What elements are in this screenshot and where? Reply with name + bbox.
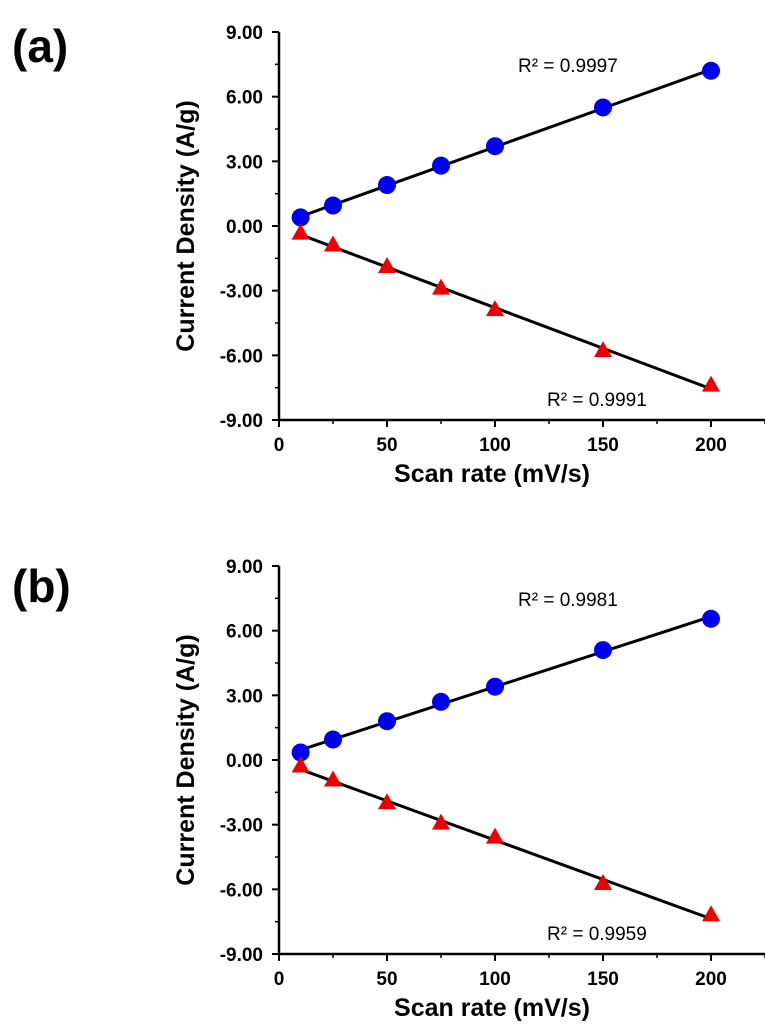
x-tick-label: 50 [376, 969, 397, 990]
y-tick-label: -9.00 [220, 945, 263, 966]
y-tick-label: -6.00 [220, 880, 263, 901]
data-point-circle [486, 677, 504, 696]
y-tick-label: 6.00 [226, 622, 263, 643]
trendline-cathodic [300, 233, 712, 391]
data-point-triangle [486, 827, 504, 844]
x-tick-label: 150 [587, 435, 619, 456]
y-tick-label: -3.00 [220, 816, 263, 837]
x-tick-label: 100 [479, 435, 511, 456]
data-point-circle [432, 156, 450, 175]
data-point-circle [291, 208, 310, 227]
data-point-circle [378, 176, 396, 195]
data-point-circle [291, 743, 310, 762]
data-point-triangle [291, 756, 310, 773]
panel-label: (a) [12, 20, 68, 72]
r-squared-label: R² = 0.9959 [547, 924, 647, 945]
data-point-triangle [291, 223, 310, 240]
data-point-circle [702, 609, 720, 628]
y-tick-label: 3.00 [226, 686, 263, 707]
y-tick-label: -6.00 [220, 346, 263, 367]
x-tick-label: 150 [587, 969, 619, 990]
data-point-circle [702, 61, 720, 80]
x-tick-label: 50 [376, 435, 397, 456]
data-point-triangle [432, 278, 450, 295]
data-point-triangle [324, 235, 342, 252]
x-tick-label: 0 [274, 969, 285, 990]
y-tick-label: -9.00 [220, 411, 263, 432]
x-tick-label: 100 [479, 969, 511, 990]
x-tick-label: 0 [274, 435, 285, 456]
data-point-circle [594, 98, 612, 117]
data-point-triangle [378, 793, 396, 810]
x-tick-label: 200 [695, 435, 727, 456]
data-point-triangle [486, 300, 504, 317]
panel-label: (b) [12, 560, 71, 612]
data-point-triangle [324, 770, 342, 787]
data-point-triangle [594, 874, 612, 891]
y-axis-title: Current Density (A/g) [172, 634, 200, 885]
y-tick-label: 3.00 [226, 152, 263, 173]
data-point-circle [378, 712, 396, 731]
trendline-cathodic [300, 768, 712, 921]
trendline-anodic [300, 68, 712, 218]
data-point-circle [432, 692, 450, 711]
data-point-triangle [594, 341, 612, 358]
y-tick-label: 0.00 [226, 217, 263, 238]
r-squared-label: R² = 0.9997 [518, 56, 618, 77]
data-point-triangle [378, 257, 396, 274]
chart-panel-b: (b) -9.00 -6.00 -3.00 0.00 3.00 6.00 9.00 0 50 100… [12, 557, 765, 1022]
y-axis-title: Current Density (A/g) [172, 100, 200, 351]
trendline-anodic [300, 615, 712, 752]
x-tick-label: 200 [695, 969, 727, 990]
r-squared-label: R² = 0.9991 [547, 390, 647, 411]
data-point-triangle [702, 905, 720, 922]
x-axis-title: Scan rate (mV/s) [394, 460, 590, 488]
y-tick-label: -3.00 [220, 282, 263, 303]
y-tick-label: 6.00 [226, 88, 263, 109]
data-point-triangle [432, 813, 450, 830]
chart-panel-a: (a) -9.00 -6.00 -3.00 0.00 3.00 6.00 9.00 0 50 100… [12, 20, 765, 488]
r-squared-label: R² = 0.9981 [518, 590, 618, 611]
data-point-circle [594, 641, 612, 660]
y-tick-label: 9.00 [226, 557, 263, 578]
y-tick-label: 0.00 [226, 751, 263, 772]
data-point-circle [486, 137, 504, 156]
data-point-circle [324, 196, 342, 215]
data-point-triangle [702, 375, 720, 392]
x-axis-title: Scan rate (mV/s) [394, 994, 590, 1022]
data-point-circle [324, 730, 342, 749]
y-tick-label: 9.00 [226, 23, 263, 44]
